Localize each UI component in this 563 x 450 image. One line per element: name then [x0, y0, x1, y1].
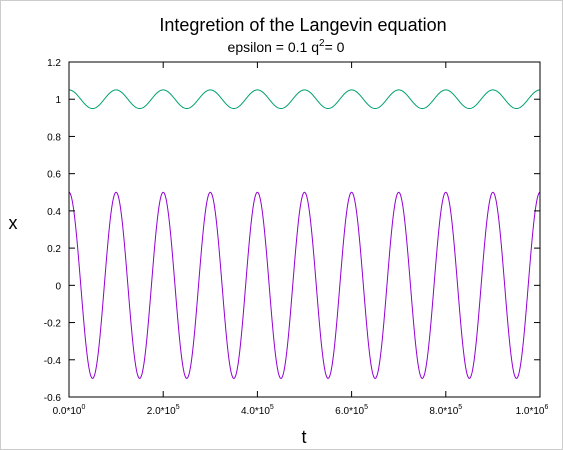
- x-axis-label: t: [301, 427, 306, 447]
- series-line-1: [68, 89, 541, 110]
- subtitle-suffix: = 0: [325, 39, 345, 55]
- x-tick-label: 8.0*105: [429, 404, 462, 417]
- y-tick-label: 0.6: [47, 170, 61, 181]
- y-tick-label: -0.4: [44, 356, 62, 367]
- y-tick-label: 1: [55, 95, 61, 106]
- chart-subtitle: epsilon = 0.1 q2= 0: [228, 38, 345, 55]
- x-axis: 0.0*100 2.0*105 4.0*105 6.0*105 8.0*105 1.0*1…: [53, 62, 549, 417]
- x-tick-label: 0.0*100: [53, 404, 86, 417]
- chart-title: Integretion of the Langevin equation: [159, 15, 446, 35]
- y-tick-label: 0.2: [47, 244, 61, 255]
- x-tick-label: 6.0*105: [335, 404, 368, 417]
- subtitle-superscript: 2: [319, 38, 325, 49]
- subtitle-prefix: epsilon = 0.1 q: [228, 39, 319, 55]
- y-axis-label: x: [9, 213, 18, 233]
- y-tick-label: 1.2: [47, 58, 61, 69]
- y-tick-label: -0.6: [44, 393, 62, 404]
- y-tick-label: 0.4: [47, 207, 61, 218]
- x-tick-label: 2.0*105: [147, 404, 180, 417]
- y-axis: -0.6 -0.4 -0.2 0 0.2 0.4 0.6 0.8 1 1.2: [44, 58, 540, 404]
- y-tick-label: -0.2: [44, 319, 62, 330]
- series-layer: [68, 89, 541, 379]
- x-tick-label: 4.0*105: [241, 404, 274, 417]
- y-tick-label: 0: [55, 281, 61, 292]
- plot-frame: [68, 61, 541, 398]
- series-line-2: [68, 191, 541, 379]
- x-tick-label: 1.0*106: [516, 404, 549, 417]
- y-tick-label: 0.8: [47, 132, 61, 143]
